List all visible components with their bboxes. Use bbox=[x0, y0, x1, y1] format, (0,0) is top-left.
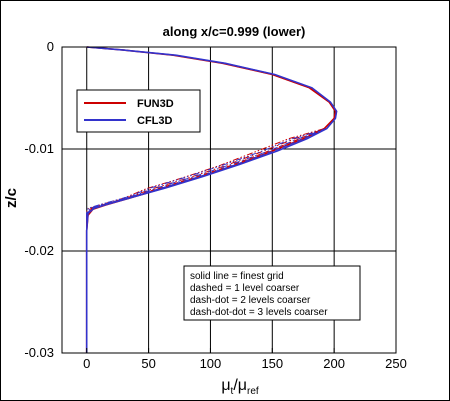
x-tick-label-3: 150 bbox=[261, 356, 283, 371]
y-tick-label-1: -0.01 bbox=[24, 141, 54, 156]
annotation-line-4: dash-dot-dot = 3 levels coarser bbox=[190, 307, 328, 318]
y-tick-label-0: 0 bbox=[47, 39, 54, 54]
x-axis-label-mu2: μ bbox=[238, 377, 247, 394]
annotation-line-1: solid line = finest grid bbox=[190, 271, 284, 282]
axes bbox=[61, 46, 397, 354]
x-axis-label-mu: μ bbox=[221, 377, 230, 394]
y-ticks: 0 -0.01 -0.02 -0.03 bbox=[24, 39, 67, 360]
plot-border bbox=[61, 46, 397, 354]
legend-box bbox=[76, 89, 201, 133]
x-axis-label-slash: / bbox=[233, 377, 238, 394]
x-ticks: 0 50 100 150 200 250 bbox=[83, 348, 407, 371]
x-tick-label-2: 100 bbox=[200, 356, 222, 371]
annotation-box: solid line = finest grid dashed = 1 leve… bbox=[183, 265, 361, 321]
y-axis-label: z/c bbox=[3, 188, 20, 208]
annotation-frame bbox=[183, 265, 361, 321]
series-cfl3d-dash-dot-dot-line bbox=[86, 46, 338, 353]
legend-label-cfl3d: CFL3D bbox=[137, 115, 173, 127]
legend-label-fun3d: FUN3D bbox=[137, 98, 174, 110]
chart-title: along x/c=0.999 (lower) bbox=[163, 24, 306, 39]
series-cfl3d-dash-dot-line bbox=[86, 46, 338, 353]
annotation-line-2: dashed = 1 level coarser bbox=[190, 283, 300, 294]
x-tick-label-4: 200 bbox=[323, 356, 345, 371]
x-axis-label-sub-t: t bbox=[231, 386, 234, 397]
series-cfl3d-line bbox=[85, 46, 338, 353]
x-axis-label-sub-ref: ref bbox=[247, 386, 259, 397]
x-axis-label: μt/μref bbox=[221, 377, 259, 397]
x-tick-label-5: 250 bbox=[385, 356, 407, 371]
legend: FUN3D CFL3D bbox=[76, 89, 201, 133]
x-tick-label-1: 50 bbox=[141, 356, 155, 371]
x-tick-label-0: 0 bbox=[83, 356, 90, 371]
y-tick-label-2: -0.02 bbox=[24, 243, 54, 258]
y-tick-label-3: -0.03 bbox=[24, 345, 54, 360]
series-group bbox=[85, 46, 338, 353]
annotation-line-3: dash-dot = 2 levels coarser bbox=[190, 295, 311, 306]
